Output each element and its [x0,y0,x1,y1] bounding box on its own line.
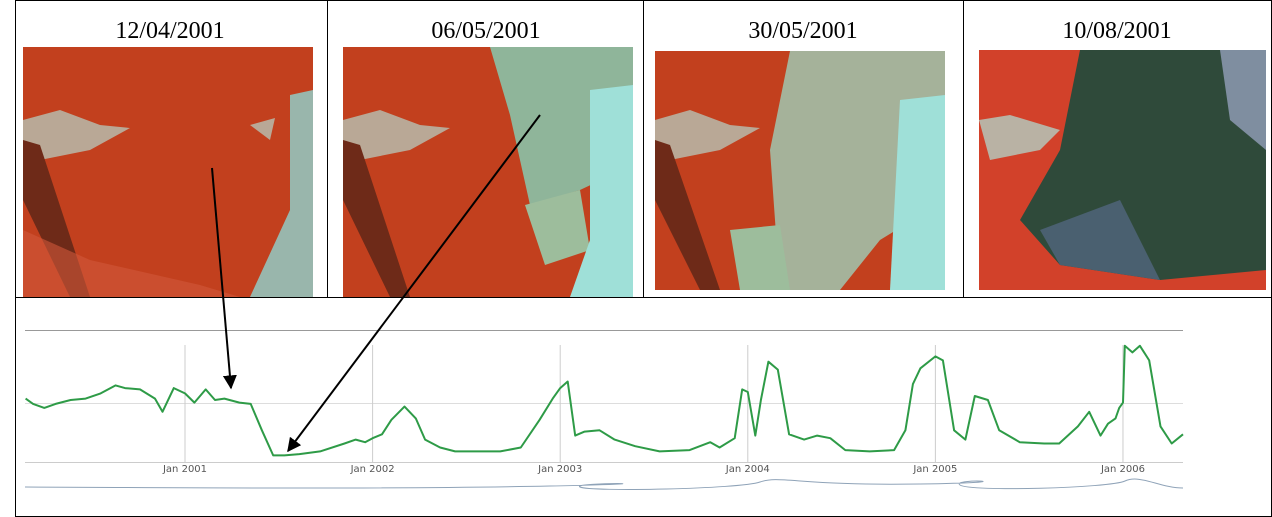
x-tick-label: Jan 2003 [537,464,582,475]
x-tick-label: Jan 2002 [350,464,395,475]
panel-date: 12/04/2001 [115,18,224,44]
x-tick-label: Jan 2001 [162,464,207,475]
satellite-image [343,47,633,297]
page: {"panels": [{"date": "12/04/2001"}, {"da… [0,0,1272,517]
panel-date: 30/05/2001 [748,18,857,44]
x-tick-label: Jan 2006 [1100,464,1145,475]
satellite-image [23,47,313,297]
overview-strip [25,479,1183,489]
figure: 12/04/2001 06/05/2001 30/05/2001 10/08/2… [0,0,1272,517]
panel-date: 10/08/2001 [1062,18,1171,44]
satellite-image [979,50,1266,290]
x-tick-label: Jan 2004 [725,464,770,475]
data-line [26,346,1183,456]
satellite-image [655,51,945,290]
panel-date: 06/05/2001 [431,18,540,44]
x-tick-label: Jan 2005 [912,464,957,475]
chart: Jan 2001 Jan 2002 Jan 2003 Jan 2004 Jan 2005… [25,331,1183,476]
